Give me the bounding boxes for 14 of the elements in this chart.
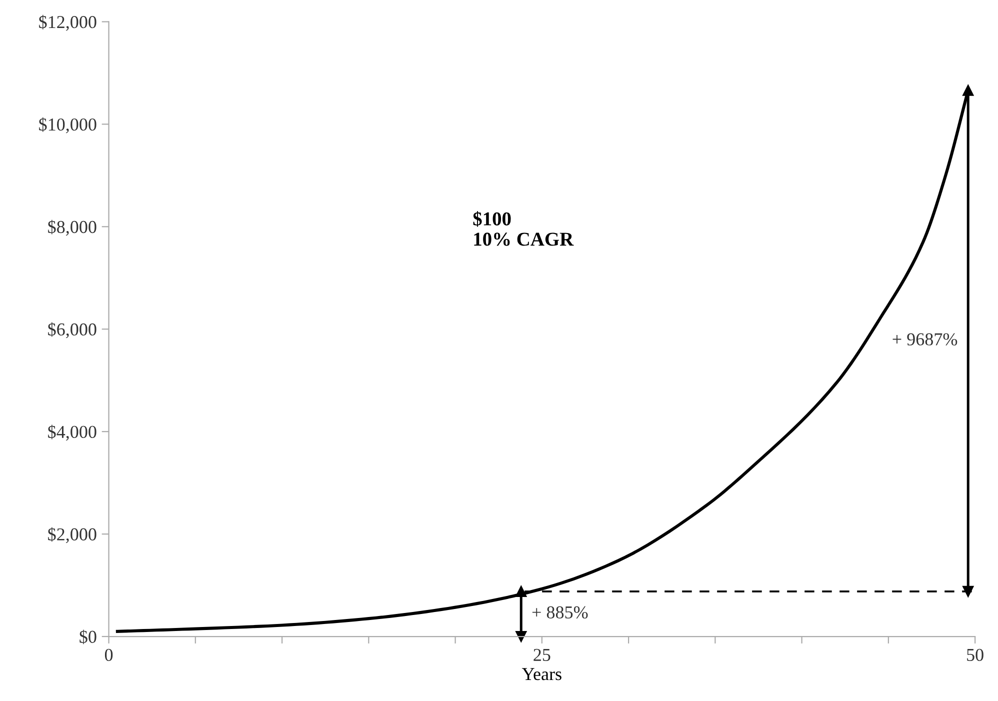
y-tick-label: $2,000: [48, 527, 96, 544]
y-tick-label: $10,000: [39, 117, 96, 134]
x-tick-label: 0: [104, 648, 113, 662]
y-tick-label: $4,000: [48, 424, 96, 441]
annotation: + 9687%: [892, 333, 958, 346]
x-axis-title: Years: [522, 668, 562, 680]
x-tick-label: 25: [534, 648, 550, 662]
y-tick-label: $6,000: [48, 322, 96, 338]
annotation: $100 10% CAGR: [473, 211, 574, 246]
annotation: + 885%: [532, 606, 588, 619]
y-tick-label: $0: [80, 630, 96, 644]
y-tick-label: $8,000: [48, 220, 96, 236]
y-tick-label: $12,000: [39, 14, 96, 31]
x-tick-label: 50: [967, 648, 984, 662]
